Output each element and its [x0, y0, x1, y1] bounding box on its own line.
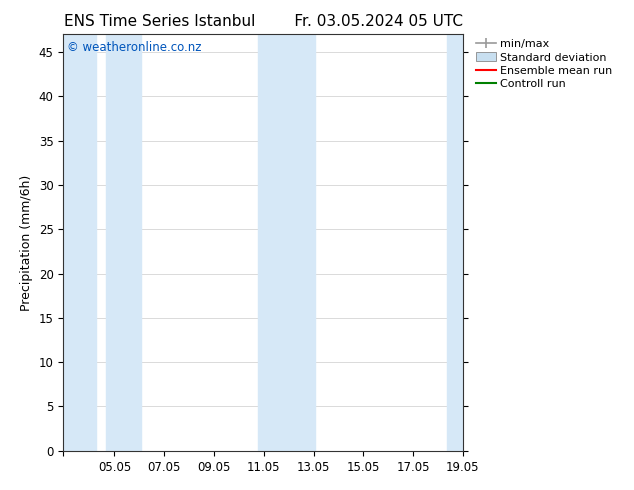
Bar	[106, 34, 141, 451]
Bar	[257, 34, 314, 451]
Legend: min/max, Standard deviation, Ensemble mean run, Controll run: min/max, Standard deviation, Ensemble me…	[472, 36, 616, 93]
Y-axis label: Precipitation (mm/6h): Precipitation (mm/6h)	[20, 174, 33, 311]
Bar	[446, 34, 463, 451]
Bar	[63, 34, 96, 451]
Text: © weatheronline.co.nz: © weatheronline.co.nz	[67, 41, 202, 53]
Title: ENS Time Series Istanbul        Fr. 03.05.2024 05 UTC: ENS Time Series Istanbul Fr. 03.05.2024 …	[63, 14, 463, 29]
